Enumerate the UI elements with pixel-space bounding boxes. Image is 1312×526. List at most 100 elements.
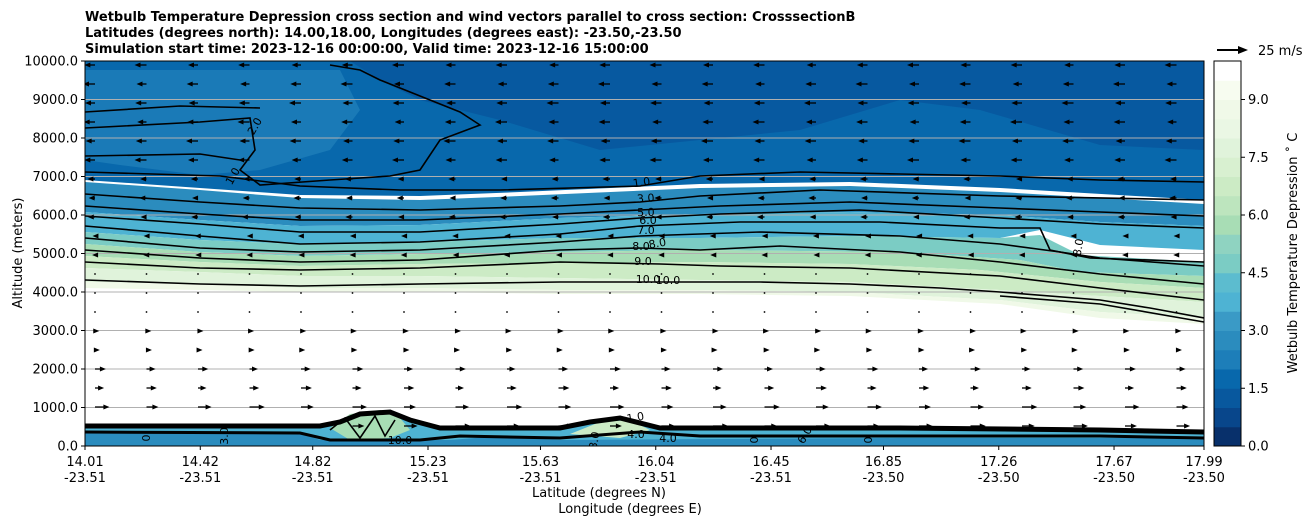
wind-vector [650,100,662,106]
wind-vector [916,233,923,239]
wind-vector [140,214,147,220]
wind-vector [960,62,971,68]
wind-vector [402,328,409,334]
wind-vector [1010,157,1022,163]
wind-vector [599,100,610,106]
contour-9 [85,261,1204,301]
wind-vector [404,423,418,429]
wind-vector [661,385,672,391]
wind-vector [94,273,96,275]
wind-vector [294,214,301,220]
wind-vector [964,195,971,201]
wind-vector [610,423,622,429]
wind-vector [146,366,156,372]
wind-vector [507,366,516,372]
contour-10b [999,295,1204,323]
wind-vector [1022,423,1035,429]
contour-label: 8.0 [1071,238,1087,257]
wind-vector [706,214,713,220]
wind-vector [712,328,719,334]
wind-vector [1012,44,1022,49]
wind-vector [970,385,979,391]
field-boundary-dark [85,432,1204,446]
wind-vector [1122,252,1129,258]
wind-vector [550,195,559,201]
wind-vector [907,100,919,106]
wind-vector [557,328,564,334]
wind-vector [649,157,662,163]
wind-vector [196,347,203,353]
wind-vector [919,366,929,372]
wind-vector [1176,385,1187,391]
wind-vector [867,366,879,372]
wind-vector [1125,385,1135,391]
wind-vector [1175,328,1182,334]
wind-vector [400,252,407,258]
wind-vector [815,292,817,294]
wind-vector [243,176,250,182]
wind-vector [448,176,456,182]
wind-vector [855,81,868,87]
wind-vector [495,62,507,68]
wind-vector [1175,311,1178,313]
wind-vector [1175,292,1178,294]
wind-vector [651,81,662,87]
wind-vector [392,62,404,68]
wind-vector [301,423,316,429]
title-line-3: Simulation start time: 2023-12-16 00:00:… [85,42,649,57]
contour-label: 4.0 [627,428,645,441]
wind-vector [763,292,766,294]
wind-vector [192,195,199,201]
colorbar-tick-label: 0.0 [1248,440,1269,455]
wind-vector [963,214,971,220]
wind-vector [710,252,717,258]
wind-vector [558,385,570,391]
wind-vector [816,404,829,410]
wind-vector [558,366,569,372]
colorbar-segment [1214,407,1241,428]
wind-vector [958,138,971,144]
wind-vector [816,366,826,372]
wind-vector [609,292,611,294]
wind-vector [970,423,986,429]
wind-vector [649,62,662,68]
wind-vector [350,328,357,334]
x-tick-label-lon: -23.51 [635,471,677,486]
wind-vector [1170,176,1177,182]
wind-vector [190,176,198,182]
wind-vector [248,328,255,334]
contour-label: 8.0 [632,240,650,253]
wind-vector [1125,404,1140,410]
wind-vector [546,100,559,106]
colorbar: 0.0 1.5 3.0 4.5 6.0 7.5 9.0 [1213,60,1269,455]
wind-vector [249,366,258,372]
wind-vector [918,311,920,313]
wind-vector [960,157,971,163]
x-axis-label-latitude: Latitude (degrees N) [532,486,666,501]
colorbar-segment [1214,330,1241,351]
wind-vector [661,404,674,410]
wind-vector [1073,385,1085,391]
wind-vector [709,233,716,239]
wind-vector [1014,214,1022,220]
wind-vector [352,366,364,372]
wind-vector [970,404,985,410]
x-tick-label-lon: -23.50 [1093,471,1135,486]
wind-vector [755,81,765,87]
wind-vector [701,44,713,49]
wind-vector [136,81,147,87]
x-tick-label-lat: 14.42 [182,455,219,470]
contour-boundary-2 [85,430,1204,442]
wind-vector [865,328,872,334]
wind-vector [301,385,312,391]
wind-vector [294,176,301,182]
wind-vector [445,62,456,68]
wind-vector [763,347,770,353]
x-axis: 14.01-23.5114.42-23.5114.82-23.5115.23-2… [64,446,1225,486]
wind-vector [455,404,470,410]
wind-vector [598,81,610,87]
wind-vector [752,119,765,125]
wind-vector [1123,347,1130,353]
wind-vector [186,138,198,144]
wind-vector [495,157,507,163]
